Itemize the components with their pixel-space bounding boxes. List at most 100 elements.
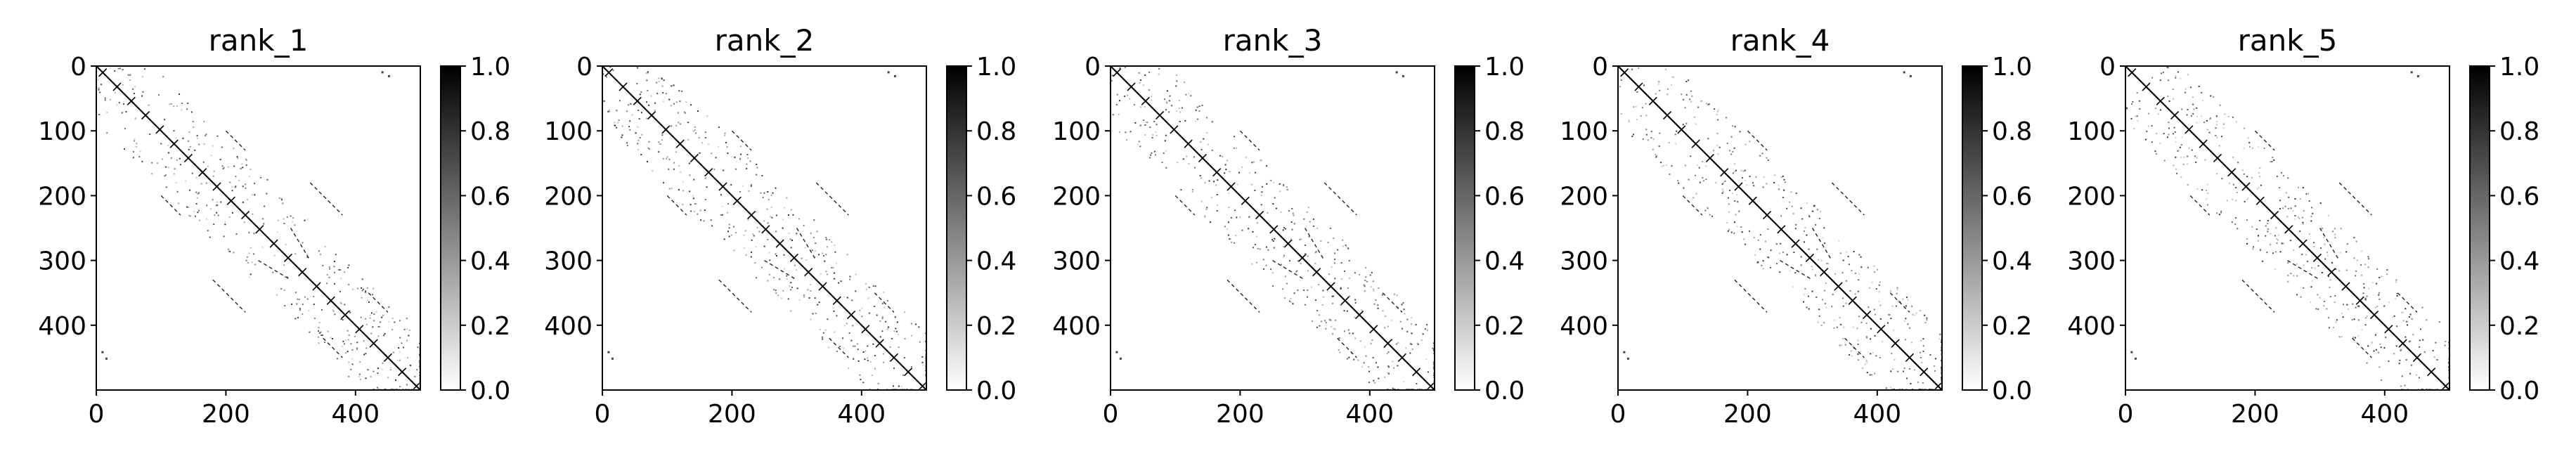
contact-cell xyxy=(1762,260,1764,262)
contact-cell xyxy=(379,321,381,323)
contact-cell xyxy=(134,93,136,95)
contact-cell xyxy=(2243,147,2245,149)
contact-cell xyxy=(1118,100,1120,102)
contact-cell xyxy=(1730,136,1733,138)
contact-cell xyxy=(1732,125,1734,127)
contact-cell xyxy=(2232,156,2234,158)
contact-cell xyxy=(1387,351,1390,353)
contact-mark xyxy=(2427,368,2436,377)
contact-cell xyxy=(2423,351,2426,353)
contact-cell xyxy=(1791,205,1793,207)
contact-cell xyxy=(1155,131,1157,134)
contact-cell xyxy=(1748,230,1750,232)
contact-cell xyxy=(2311,280,2313,282)
y-tick-label: 300 xyxy=(1052,247,1101,276)
contact-cell xyxy=(1144,106,1146,108)
contact-cell xyxy=(1902,370,1904,372)
contact-cell xyxy=(1153,150,1156,152)
contact-cell xyxy=(734,156,736,158)
contact-cell xyxy=(2166,136,2168,138)
contact-cell xyxy=(1800,207,1802,209)
contact-mark xyxy=(283,253,293,263)
contact-cell xyxy=(2426,319,2428,321)
contact-cell xyxy=(1728,228,1730,230)
contact-cell xyxy=(637,110,640,112)
contact-cell xyxy=(602,73,604,75)
contact-cell xyxy=(2218,145,2220,147)
contact-cell xyxy=(1307,289,1309,291)
contact-cell xyxy=(242,201,244,203)
contact-cell xyxy=(678,122,680,124)
contact-cell xyxy=(2265,225,2267,227)
contact-cell xyxy=(1318,314,1320,316)
contact-cell xyxy=(1754,254,1756,256)
contact-cell xyxy=(233,148,235,150)
contact-cell xyxy=(603,100,605,102)
contact-cell xyxy=(1297,260,1300,262)
contact-cell xyxy=(2229,182,2231,184)
contact-cell xyxy=(141,160,143,162)
contact-mark xyxy=(832,296,841,305)
contact-cell xyxy=(358,376,361,378)
contact-cell xyxy=(212,199,214,201)
contact-cell xyxy=(216,212,218,214)
contact-cell xyxy=(788,232,790,234)
contact-cell xyxy=(1682,124,1684,126)
contact-cell xyxy=(2296,294,2298,296)
contact-cell xyxy=(2419,346,2421,348)
contact-cell xyxy=(638,118,640,120)
contact-cell xyxy=(1716,114,1718,116)
contact-cell xyxy=(2168,79,2170,82)
contact-cell xyxy=(1733,232,1735,234)
contact-cell xyxy=(2421,306,2423,309)
contact-cell xyxy=(1845,280,1847,282)
contact-cell xyxy=(1702,176,1704,178)
contact-cell xyxy=(1312,219,1314,221)
contact-cell xyxy=(1354,301,1357,304)
contact-cell xyxy=(207,230,209,232)
contact-cell xyxy=(2192,96,2194,98)
contact-cell xyxy=(1875,288,1877,290)
contact-cell xyxy=(1671,165,1673,167)
contact-mark xyxy=(1297,253,1307,263)
contact-cell xyxy=(692,130,694,132)
contact-cell xyxy=(332,309,334,311)
contact-cell xyxy=(2313,245,2315,247)
contact-cell xyxy=(740,153,742,155)
contact-cell xyxy=(2258,186,2260,188)
contact-strand xyxy=(2338,182,2372,216)
contact-cell xyxy=(1664,68,1666,70)
x-tick-label: 0 xyxy=(1103,400,1119,429)
contact-cell xyxy=(1115,351,1118,353)
contact-cell xyxy=(238,179,240,181)
contact-cell xyxy=(1267,249,1269,251)
contact-cell xyxy=(662,92,664,94)
contact-cell xyxy=(2374,334,2376,336)
contact-cell xyxy=(1403,309,1405,311)
contact-cell xyxy=(372,294,374,296)
contact-cell xyxy=(1879,281,1881,283)
contact-cell xyxy=(2221,178,2223,180)
contact-cell xyxy=(823,254,825,257)
contact-cell xyxy=(1176,110,1177,112)
contact-cell xyxy=(1743,238,1745,240)
contact-cell xyxy=(1337,249,1339,251)
contact-cell xyxy=(1669,174,1671,176)
contact-cell xyxy=(254,183,256,185)
contact-mark xyxy=(1113,68,1122,77)
contact-cell xyxy=(1905,318,1907,320)
contact-cell xyxy=(245,164,247,166)
contact-cell xyxy=(1305,244,1307,246)
contact-cell xyxy=(1290,297,1292,299)
contact-cell xyxy=(1361,366,1363,368)
y-tick-label: 300 xyxy=(544,247,593,276)
contact-cell xyxy=(874,355,876,357)
contact-cell xyxy=(149,134,151,136)
contact-cell xyxy=(1839,344,1841,346)
contact-cell xyxy=(790,209,792,211)
contact-mark xyxy=(1920,368,1929,377)
contact-cell xyxy=(221,165,224,167)
contact-cell xyxy=(2176,172,2178,174)
contact-mark xyxy=(2199,139,2208,148)
